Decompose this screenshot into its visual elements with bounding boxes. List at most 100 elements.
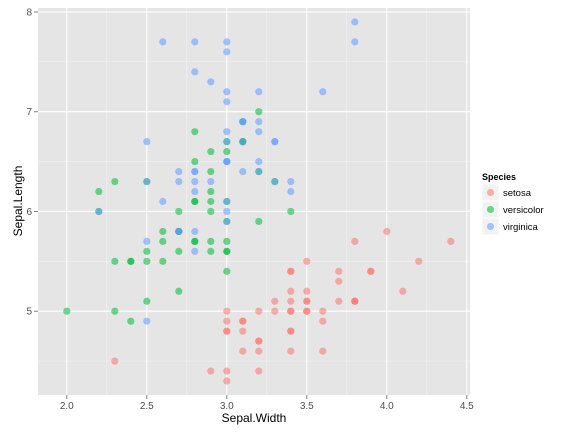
data-point <box>223 247 231 255</box>
data-point <box>223 267 231 275</box>
y-tick-label: 5 <box>26 307 32 318</box>
data-point <box>223 197 231 206</box>
data-point <box>255 167 263 176</box>
x-tick-label: 2.0 <box>60 401 74 412</box>
legend-item-virginica: virginica <box>481 217 539 236</box>
data-point <box>255 118 263 126</box>
x-tick-label: 2.5 <box>140 401 154 412</box>
data-point <box>223 38 231 46</box>
data-point <box>159 38 167 46</box>
data-point <box>239 347 247 355</box>
data-point <box>207 197 215 206</box>
data-point <box>319 347 327 355</box>
legend-key-marker <box>486 188 495 197</box>
data-point <box>223 317 231 325</box>
data-point <box>335 277 343 285</box>
data-point <box>255 307 263 315</box>
data-point <box>207 78 215 86</box>
data-point <box>111 357 119 365</box>
data-point <box>191 247 199 255</box>
data-point <box>351 237 359 245</box>
data-point <box>191 167 199 176</box>
data-point <box>207 167 215 176</box>
data-point <box>399 287 407 295</box>
data-point <box>111 177 119 186</box>
legend-key-marker <box>486 222 495 231</box>
data-point <box>159 257 167 265</box>
data-point <box>143 237 151 245</box>
data-point <box>271 307 279 315</box>
data-point <box>303 287 311 295</box>
data-point <box>239 327 247 335</box>
data-point <box>159 237 167 245</box>
data-point <box>319 307 327 315</box>
data-point <box>95 187 103 196</box>
data-point <box>175 167 183 176</box>
data-point <box>111 257 119 265</box>
data-point <box>255 128 263 136</box>
legend-title: Species <box>482 172 516 182</box>
y-axis: 5 6 7 8 <box>26 7 38 318</box>
data-point <box>255 88 263 96</box>
legend: Species setosa versicolor virginica <box>481 172 544 236</box>
y-axis-title: Sepal.Length <box>11 166 25 237</box>
data-point <box>223 98 231 106</box>
data-point <box>223 307 231 315</box>
data-point <box>191 128 199 136</box>
data-point <box>255 217 263 226</box>
data-point <box>239 118 247 126</box>
data-point <box>223 217 231 226</box>
data-point <box>143 138 151 146</box>
data-point <box>351 18 359 26</box>
data-points <box>63 18 455 385</box>
data-point <box>287 297 295 305</box>
data-point <box>111 307 119 315</box>
y-tick-label: 7 <box>26 107 32 118</box>
x-tick-label: 3.5 <box>300 401 314 412</box>
data-point <box>191 237 199 245</box>
data-point <box>207 148 215 156</box>
data-point <box>255 367 263 375</box>
data-point <box>175 227 183 236</box>
data-point <box>271 297 279 305</box>
data-point <box>63 307 71 315</box>
data-point <box>287 287 295 295</box>
legend-item-setosa: setosa <box>481 183 532 202</box>
data-point <box>191 68 199 76</box>
data-point <box>191 158 199 166</box>
x-axis-title: Sepal.Width <box>222 411 287 425</box>
data-point <box>239 317 247 325</box>
data-point <box>175 247 183 255</box>
data-point <box>255 337 263 345</box>
data-point <box>159 227 167 236</box>
data-point <box>143 177 151 186</box>
data-point <box>335 297 343 305</box>
data-point <box>255 108 263 116</box>
data-point <box>255 158 263 166</box>
data-point <box>303 307 311 315</box>
data-point <box>223 128 231 136</box>
major-gridlines <box>38 8 470 395</box>
data-point <box>223 377 231 385</box>
data-point <box>207 367 215 375</box>
data-point <box>271 138 279 146</box>
data-point <box>303 297 311 305</box>
data-point <box>287 347 295 355</box>
x-tick-label: 4.0 <box>380 401 394 412</box>
data-point <box>223 148 231 156</box>
data-point <box>335 267 343 275</box>
data-point <box>287 307 295 315</box>
data-point <box>207 237 215 245</box>
data-point <box>351 297 359 305</box>
data-point <box>191 38 199 46</box>
data-point <box>223 367 231 375</box>
x-axis: 2.0 2.5 3.0 3.5 4.0 4.5 <box>60 395 474 412</box>
minor-gridlines <box>38 8 470 395</box>
data-point <box>415 257 423 265</box>
data-point <box>191 177 199 186</box>
data-point <box>223 48 231 56</box>
data-point <box>223 158 231 166</box>
legend-label: virginica <box>503 222 539 233</box>
data-point <box>95 207 103 216</box>
data-point <box>239 138 247 146</box>
